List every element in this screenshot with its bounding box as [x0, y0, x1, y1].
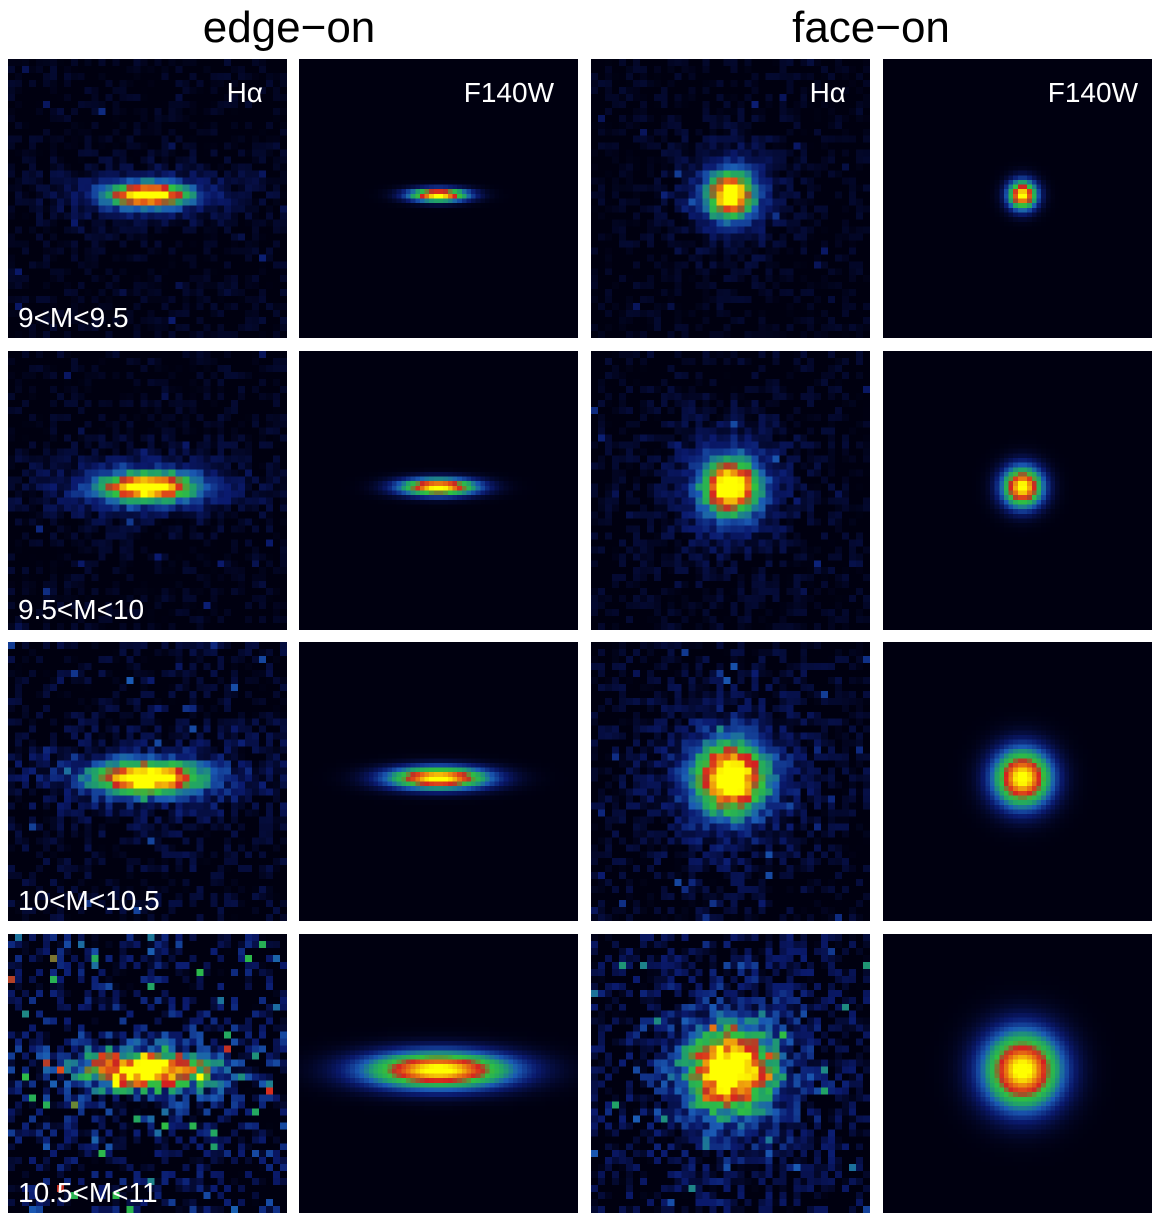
galaxy-image: [299, 351, 578, 630]
galaxy-image: [299, 642, 578, 921]
stack-image-panel: 10<M<10.5: [8, 642, 287, 921]
galaxy-image: [299, 934, 578, 1213]
band-label: Hα: [809, 77, 846, 108]
mass-bin-label: 9.5<M<10: [18, 594, 145, 625]
stack-image-panel: Hα 9<M<9.5: [8, 59, 287, 338]
mass-bin-label: 9<M<9.5: [18, 302, 129, 333]
galaxy-image: [8, 351, 287, 630]
band-label: F140W: [463, 77, 554, 108]
stack-image-panel: [299, 351, 578, 630]
face-on-title: face−on: [792, 3, 950, 52]
stack-image-panel: 10.5<M<11: [8, 934, 287, 1213]
stack-image-panel: F140W: [883, 59, 1152, 338]
stack-image-panel: [883, 351, 1152, 630]
stack-image-panel: [883, 642, 1152, 921]
galaxy-image: [591, 642, 870, 921]
band-label: Hα: [226, 77, 263, 108]
galaxy-image: [8, 642, 287, 921]
stack-image-panel: [299, 934, 578, 1213]
stack-image-panel: F140W: [299, 59, 578, 338]
stack-image-panel: [883, 934, 1152, 1213]
stack-image-panel: 9.5<M<10: [8, 351, 287, 630]
mass-bin-label: 10<M<10.5: [18, 885, 160, 916]
edge-on-title: edge−on: [202, 3, 376, 52]
galaxy-image: [883, 351, 1152, 630]
stack-image-panel: Hα: [591, 59, 870, 338]
stack-image-panel: [591, 934, 870, 1213]
galaxy-image: [883, 934, 1152, 1213]
galaxy-image: [8, 59, 287, 338]
galaxy-image: [591, 934, 870, 1213]
stack-image-panel: [591, 642, 870, 921]
galaxy-image: [591, 59, 870, 338]
stack-image-panel: [299, 642, 578, 921]
galaxy-image: [299, 59, 578, 338]
galaxy-image: [883, 642, 1152, 921]
mass-bin-label: 10.5<M<11: [18, 1177, 158, 1208]
galaxy-image: [591, 351, 870, 630]
galaxy-image: [883, 59, 1152, 338]
band-label: F140W: [1047, 77, 1138, 108]
galaxy-image: [8, 934, 287, 1213]
stack-image-panel: [591, 351, 870, 630]
